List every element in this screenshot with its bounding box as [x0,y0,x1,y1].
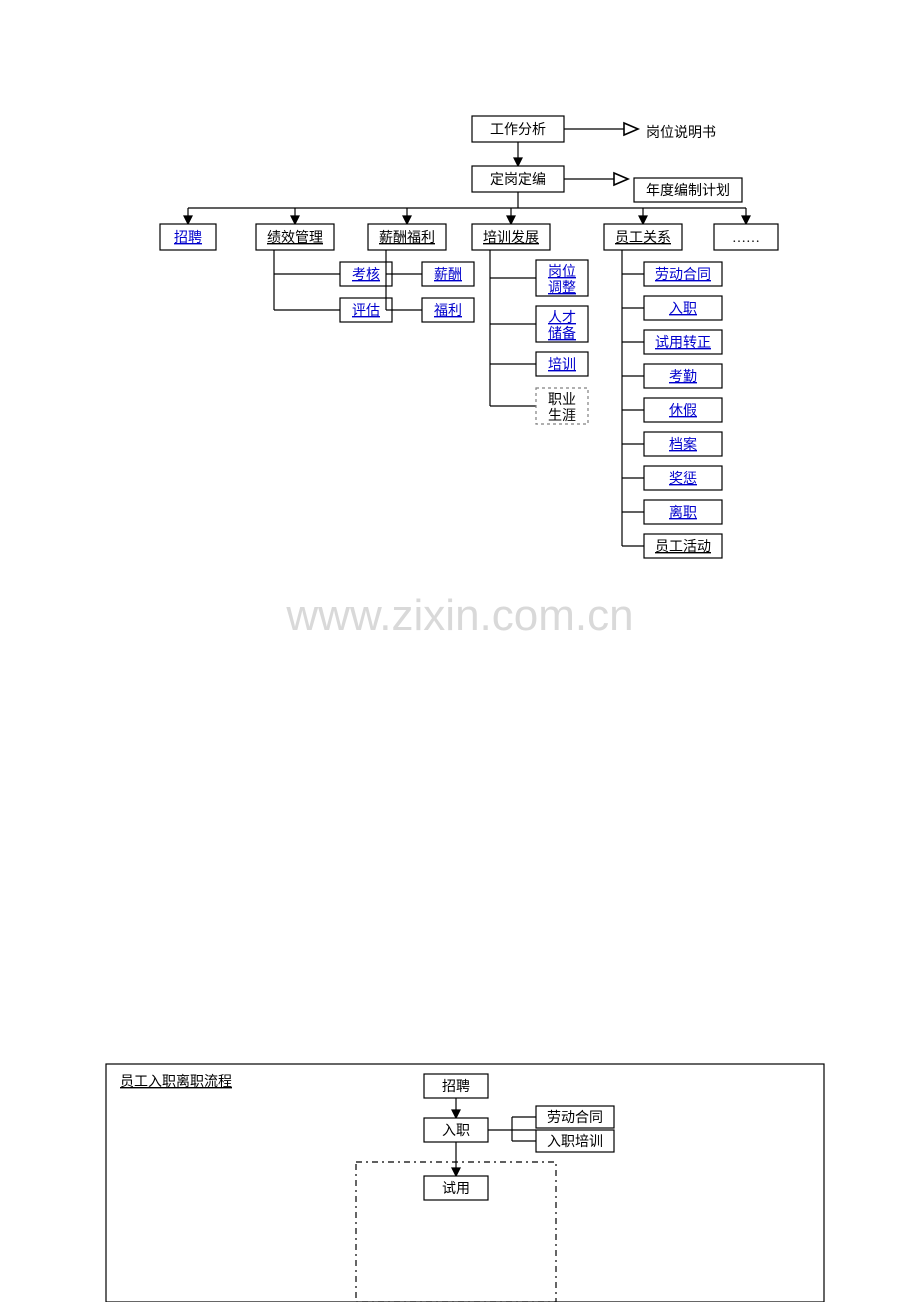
node-label[interactable]: 离职 [669,504,697,521]
node-label[interactable]: 培训 [548,357,576,373]
node-label[interactable]: 考勤 [669,369,697,385]
node-label: 岗位说明书 [646,125,716,141]
watermark: www.zixin.com.cn [285,591,633,640]
node-label[interactable]: 考核 [352,267,380,283]
node-label: 绩效管理 [267,230,323,246]
node-label[interactable]: 评估 [352,303,380,319]
node-label: …… [732,231,760,246]
node-label: 生涯 [548,408,576,424]
node-label: 定岗定编 [490,172,546,188]
node-label[interactable]: 招聘 [174,230,202,246]
node-label: 招聘 [442,1079,470,1095]
node-label[interactable]: 试用转正 [655,335,711,351]
node-label: 员工关系 [615,230,671,246]
node-label: 劳动合同 [547,1110,603,1126]
node-label: 试用 [442,1181,470,1197]
node-label[interactable]: 奖惩 [669,470,697,487]
node-label: 工作分析 [490,122,546,138]
node-label[interactable]: 福利 [434,303,462,319]
node-label: 入职 [442,1124,470,1139]
node-label[interactable]: 调整 [548,280,576,296]
node-label: 员工活动 [655,539,711,555]
node-label[interactable]: 人才 [548,310,576,326]
node-label: 职业 [548,392,576,408]
node-label: 培训发展 [483,230,539,246]
node-label[interactable]: 档案 [669,436,697,453]
node-label[interactable]: 休假 [669,403,697,419]
node-label[interactable]: 储备 [548,325,576,342]
node-label: 薪酬福利 [379,230,435,246]
node-label: 员工入职离职流程 [120,1073,232,1090]
node-label: 年度编制计划 [646,183,730,199]
node-label[interactable]: 入职 [669,302,697,317]
node-label[interactable]: 劳动合同 [655,267,711,283]
node-label[interactable]: 岗位 [548,264,576,280]
node-label[interactable]: 薪酬 [434,267,462,283]
node-label: 入职培训 [547,1134,603,1150]
